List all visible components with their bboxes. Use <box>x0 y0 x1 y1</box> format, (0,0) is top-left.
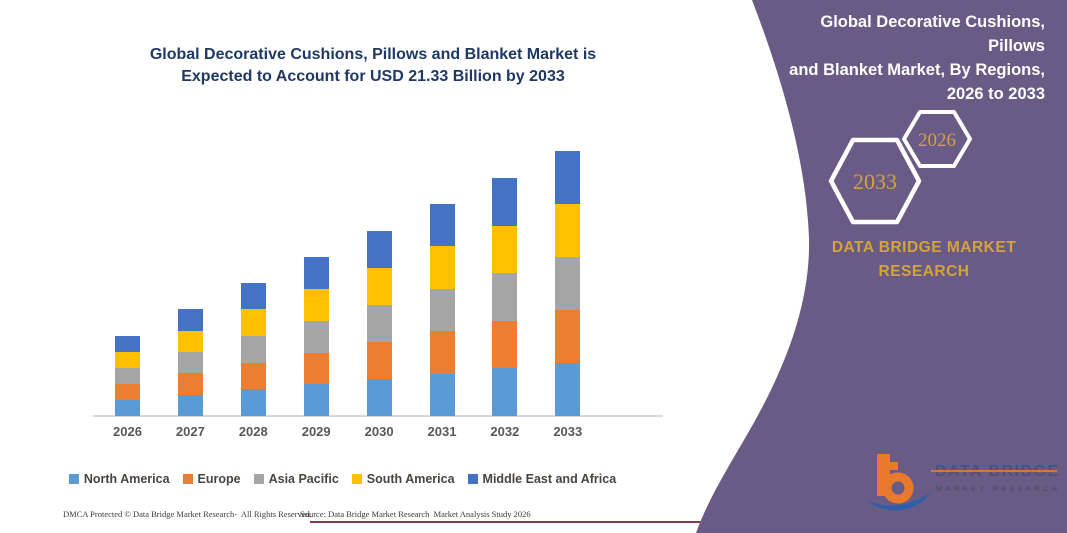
bar-segment-2030-asia-pacific <box>366 304 392 342</box>
hexagon-2026 <box>902 110 972 168</box>
bar-segment-2032-south-america <box>492 225 518 274</box>
bar-segment-2026-north-america <box>115 400 140 416</box>
legend-label: Europe <box>197 472 241 486</box>
panel-title-line1: Global Decorative Cushions, Pillows <box>820 13 1045 55</box>
bar-segment-2028-north-america <box>240 389 266 416</box>
x-axis-label-2033: 2033 <box>553 424 583 439</box>
legend-item-south-america: South America <box>351 472 455 486</box>
bar-segment-2030-south-america <box>366 267 392 305</box>
bar-segment-2028-south-america <box>240 309 266 337</box>
legend-label: Asia Pacific <box>268 472 339 486</box>
bar-segment-2029-middle-east-and-africa <box>303 257 329 289</box>
stacked-bar-chart: 2026 2027 2028 2029 2030 2031 2032 2033 <box>93 151 663 439</box>
bar-segment-2032-middle-east-and-africa <box>492 177 518 226</box>
x-axis-label-2030: 2030 <box>364 424 394 439</box>
bar-segment-2031-asia-pacific <box>429 288 455 332</box>
bar-segment-2030-middle-east-and-africa <box>366 230 392 268</box>
bar-segment-2031-north-america <box>429 373 455 416</box>
bar-segment-2029-asia-pacific <box>303 320 329 353</box>
bar-segment-2026-europe <box>115 384 140 400</box>
chart-legend: North America Europe Asia Pacific South Ame… <box>60 470 625 488</box>
bar-segment-2033-europe <box>555 310 581 364</box>
legend-swatch-icon <box>467 474 478 484</box>
logo-tagline: MARKET RESEARCH <box>936 484 1061 493</box>
bar-segment-2027-asia-pacific <box>177 352 203 374</box>
bar-segment-2028-asia-pacific <box>240 336 266 363</box>
bar-segment-2026-south-america <box>115 352 140 368</box>
hexagon-2026-label: 2026 <box>918 130 956 151</box>
legend-swatch-icon <box>182 474 193 484</box>
legend-item-europe: Europe <box>182 472 241 486</box>
bar-segment-2028-middle-east-and-africa <box>240 282 266 310</box>
purple-panel-background <box>696 0 1067 533</box>
chart-title-line2: Expected to Account for USD 21.33 Billio… <box>181 68 565 85</box>
bar-segment-2026-asia-pacific <box>115 368 140 384</box>
brand-name: DATA BRIDGE MARKET RESEARCH <box>814 236 1034 284</box>
dmca-copyright-text: DMCA Protected © Data Bridge Market Rese… <box>63 509 312 519</box>
bar-segment-2030-north-america <box>366 378 392 416</box>
decorative-arc <box>787 200 801 268</box>
x-axis-label-2031: 2031 <box>427 424 457 439</box>
legend-item-middle-east-and-africa: Middle East and Africa <box>467 472 617 486</box>
bar-segment-2027-south-america <box>177 330 203 352</box>
bar-segment-2030-europe <box>366 341 392 379</box>
bar-segment-2031-middle-east-and-africa <box>429 203 455 247</box>
bar-segment-2033-south-america <box>555 204 581 258</box>
hexagon-2033 <box>828 137 922 225</box>
legend-swatch-icon <box>68 474 79 484</box>
bar-segment-2031-south-america <box>429 246 455 289</box>
panel-title-line3: 2026 to 2033 <box>946 85 1045 103</box>
brand-name-line1: DATA BRIDGE MARKET <box>831 239 1017 256</box>
legend-label: Middle East and Africa <box>482 472 617 486</box>
x-axis-line <box>93 415 663 417</box>
bar-segment-2026-middle-east-and-africa <box>115 336 140 352</box>
logo-b-icon <box>877 454 914 504</box>
divider-line <box>310 521 713 523</box>
panel-title: Global Decorative Cushions, Pillows and … <box>762 10 1045 106</box>
x-axis-label-2027: 2027 <box>175 424 205 439</box>
bar-segment-2027-europe <box>177 373 203 395</box>
x-axis-label-2029: 2029 <box>301 424 331 439</box>
legend-label: North America <box>83 472 170 486</box>
hexagon-2033-label: 2033 <box>853 169 897 194</box>
panel-title-line2: and Blanket Market, By Regions, <box>789 61 1045 79</box>
bar-segment-2032-europe <box>492 320 518 369</box>
legend-item-asia-pacific: Asia Pacific <box>253 472 339 486</box>
bar-segment-2029-south-america <box>303 289 329 321</box>
logo-swoosh-icon <box>867 492 931 511</box>
chart-title-line1: Global Decorative Cushions, Pillows and … <box>149 46 597 63</box>
bar-segment-2028-europe <box>240 362 266 390</box>
bar-segment-2033-middle-east-and-africa <box>555 151 581 205</box>
bar-segment-2027-middle-east-and-africa <box>177 309 203 331</box>
bar-segment-2033-asia-pacific <box>555 257 581 311</box>
legend-swatch-icon <box>351 474 362 484</box>
bar-segment-2031-europe <box>429 331 455 374</box>
legend-swatch-icon <box>253 474 264 484</box>
purple-panel-shape: 2033 2026 <box>696 0 1067 533</box>
bar-segment-2033-north-america <box>555 363 581 416</box>
x-axis-label-2032: 2032 <box>490 424 520 439</box>
bar-segment-2029-north-america <box>303 384 329 416</box>
chart-title: Global Decorative Cushions, Pillows and … <box>100 44 646 88</box>
legend-item-north-america: North America <box>68 472 170 486</box>
legend-label: South America <box>366 472 455 486</box>
data-bridge-logo <box>867 454 931 511</box>
x-axis-label-2028: 2028 <box>238 424 268 439</box>
bar-segment-2029-europe <box>303 352 329 385</box>
brand-name-line2: RESEARCH <box>878 263 970 280</box>
bar-segment-2032-north-america <box>492 368 518 416</box>
source-text: Source: Data Bridge Market Research Mark… <box>300 509 531 519</box>
logo-strike-line <box>931 470 1057 472</box>
bar-segment-2032-asia-pacific <box>492 273 518 321</box>
bar-segment-2027-north-america <box>177 394 203 416</box>
x-axis-label-2026: 2026 <box>113 424 142 439</box>
logo-wordmark: DATA BRIDGE <box>935 463 1060 481</box>
